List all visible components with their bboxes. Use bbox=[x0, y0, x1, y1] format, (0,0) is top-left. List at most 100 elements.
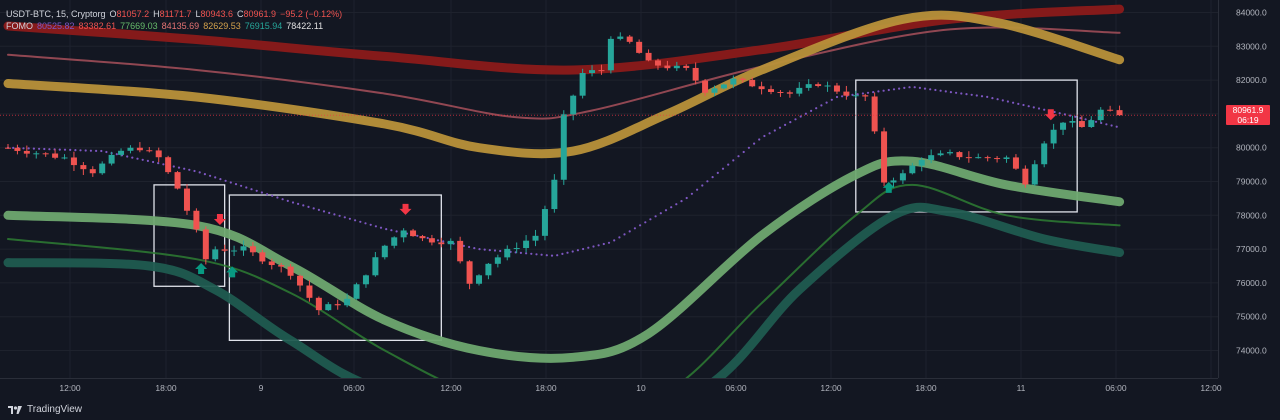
candle bbox=[221, 244, 228, 253]
fomo-dot bbox=[519, 251, 523, 254]
candle bbox=[984, 155, 991, 162]
fomo-dot bbox=[530, 252, 533, 255]
fomo-value: 83382.61 bbox=[78, 21, 117, 31]
candle bbox=[193, 208, 200, 233]
fomo-dot bbox=[260, 191, 263, 194]
fomo-dot bbox=[188, 168, 191, 171]
fomo-dot bbox=[478, 248, 481, 251]
candle-body bbox=[33, 153, 40, 155]
candle-body bbox=[259, 252, 266, 262]
candle bbox=[362, 274, 369, 288]
fomo-value: 78422.11 bbox=[286, 21, 324, 31]
fomo-value: 80525.82 bbox=[37, 21, 75, 31]
price-tick-label: 78000.0 bbox=[1236, 210, 1267, 220]
fomo-dot bbox=[628, 230, 631, 233]
candle bbox=[673, 61, 680, 72]
change-value: −95.2 (−0.12%) bbox=[280, 9, 343, 19]
candle-body bbox=[1088, 120, 1095, 127]
fomo-dot bbox=[390, 229, 393, 232]
candle-body bbox=[786, 92, 793, 94]
candle bbox=[843, 85, 850, 100]
fomo-dot bbox=[1110, 124, 1113, 127]
fomo-dot bbox=[535, 253, 538, 256]
candle bbox=[899, 169, 906, 184]
candle-body bbox=[899, 173, 906, 181]
fomo-dot bbox=[898, 87, 901, 90]
fomo-dot bbox=[89, 149, 92, 152]
fomo-dot bbox=[379, 226, 383, 229]
fomo-dot bbox=[1084, 118, 1087, 121]
fomo-dot bbox=[804, 112, 808, 115]
open-value: 81057.2 bbox=[116, 9, 150, 19]
high-value: 81171.7 bbox=[159, 9, 192, 19]
candle bbox=[70, 151, 77, 172]
candle bbox=[457, 236, 464, 264]
fomo-dot bbox=[830, 98, 833, 101]
fomo-dot bbox=[245, 186, 248, 189]
fomo-dot bbox=[892, 88, 896, 91]
candle bbox=[52, 149, 59, 160]
fomo-dot bbox=[1043, 108, 1046, 111]
tradingview-brand[interactable]: TradingView bbox=[8, 404, 82, 415]
fomo-dot bbox=[12, 146, 15, 149]
candle-body bbox=[183, 188, 190, 211]
candle bbox=[871, 92, 878, 134]
candle bbox=[824, 81, 831, 92]
candle-body bbox=[1012, 157, 1019, 169]
candle-body bbox=[466, 261, 473, 284]
fomo-dot bbox=[1069, 114, 1072, 117]
fomo-dot bbox=[949, 91, 953, 94]
fomo-dot bbox=[462, 244, 465, 247]
fomo-dot bbox=[234, 183, 238, 186]
candle bbox=[494, 254, 501, 268]
fomo-dot bbox=[1032, 106, 1035, 109]
candle bbox=[165, 155, 172, 175]
candle bbox=[683, 64, 690, 71]
candle bbox=[155, 147, 162, 162]
candle-body bbox=[447, 240, 454, 245]
indicator-label[interactable]: FOMO bbox=[6, 21, 33, 31]
fomo-dot bbox=[1022, 103, 1025, 107]
fomo-dot bbox=[317, 208, 320, 211]
candle bbox=[965, 151, 972, 163]
candle-body bbox=[909, 165, 916, 174]
candle-body bbox=[833, 85, 840, 92]
symbol-label[interactable]: USDT-BTC, 15, Cryptorg bbox=[6, 9, 106, 19]
candle-body bbox=[52, 153, 59, 158]
candle-body bbox=[570, 95, 577, 115]
candle bbox=[118, 148, 125, 157]
fomo-dot bbox=[348, 217, 351, 220]
candle bbox=[136, 142, 143, 153]
price-tick-label: 84000.0 bbox=[1236, 8, 1267, 18]
fomo-dot bbox=[799, 115, 802, 118]
candle-body bbox=[692, 67, 699, 81]
candle-body bbox=[852, 95, 859, 97]
price-tick-label: 79000.0 bbox=[1236, 177, 1267, 187]
candle-body bbox=[1069, 121, 1076, 123]
candle-body bbox=[881, 131, 888, 183]
candle bbox=[881, 127, 888, 187]
time-tick-label: 9 bbox=[259, 383, 264, 393]
candle bbox=[570, 94, 577, 121]
candle bbox=[1012, 154, 1019, 170]
candle-body bbox=[70, 157, 77, 166]
candle bbox=[1078, 115, 1085, 128]
candle bbox=[730, 75, 737, 89]
fomo-dot bbox=[835, 95, 839, 99]
candle-body bbox=[805, 84, 812, 88]
fomo-dot bbox=[48, 148, 51, 151]
candle-body bbox=[155, 150, 162, 158]
candle bbox=[80, 162, 87, 176]
fomo-dot bbox=[364, 222, 367, 225]
fomo-dot bbox=[701, 184, 704, 187]
candle-body bbox=[673, 65, 680, 69]
candle-body bbox=[362, 275, 369, 285]
candle-body bbox=[391, 237, 398, 246]
fomo-dot bbox=[27, 147, 30, 150]
fomo-dot bbox=[499, 249, 502, 253]
candle-body bbox=[438, 242, 445, 245]
candle-body bbox=[683, 65, 690, 68]
candle bbox=[862, 93, 869, 101]
fomo-dot bbox=[209, 174, 212, 177]
